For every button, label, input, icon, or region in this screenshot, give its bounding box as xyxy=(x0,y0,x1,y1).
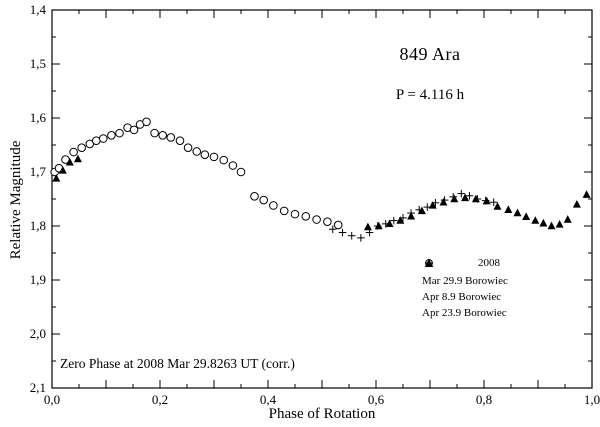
legend-title: 2008 xyxy=(478,257,500,269)
y-tick-label: 2,1 xyxy=(30,380,46,395)
x-tick-label: 0,0 xyxy=(44,392,60,407)
y-tick-label: 1,9 xyxy=(30,272,46,287)
x-axis-label: Phase of Rotation xyxy=(268,406,376,422)
legend-label: Apr 23.9 Borowiec xyxy=(422,307,507,319)
y-axis-label: Relative Magnitude xyxy=(8,140,24,260)
legend-label: Apr 8.9 Borowiec xyxy=(422,291,502,303)
chart-title: 849 Ara xyxy=(399,44,461,64)
legend-label: Mar 29.9 Borowiec xyxy=(422,275,508,287)
y-tick-label: 1,6 xyxy=(30,110,47,125)
x-tick-label: 0,2 xyxy=(152,392,168,407)
x-tick-label: 0,4 xyxy=(260,392,277,407)
y-tick-label: 1,5 xyxy=(30,56,46,71)
axis-ticks xyxy=(52,10,592,388)
x-tick-label: 0,6 xyxy=(368,392,385,407)
y-tick-label: 1,8 xyxy=(30,218,46,233)
legend-item-apr23: Apr 23.9 Borowiec xyxy=(420,258,570,321)
series-filled-triangle xyxy=(52,154,591,231)
y-tick-label: 2,0 xyxy=(30,326,46,341)
series-plus xyxy=(329,189,498,242)
filled-triangle-icon xyxy=(424,258,434,267)
series-open-circle xyxy=(50,117,343,230)
legend: 2008 Mar 29.9 Borowiec Apr 8.9 Borowiec … xyxy=(420,257,570,321)
tick-labels: 0,0 0,2 0,4 0,6 0,8 1,0 1,4 1,5 1,6 1,7 1,8 1,9 2,0 2… xyxy=(30,2,600,407)
y-tick-label: 1,4 xyxy=(30,2,47,17)
legend-item-mar: Mar 29.9 Borowiec xyxy=(420,259,570,289)
chart-period: P = 4.116 h xyxy=(395,87,465,103)
x-tick-label: 0,8 xyxy=(476,392,492,407)
plot-frame xyxy=(51,9,593,389)
x-tick-label: 1,0 xyxy=(584,392,600,407)
y-tick-label: 1,7 xyxy=(30,164,47,179)
legend-item-apr8: Apr 8.9 Borowiec xyxy=(420,259,570,305)
zero-phase-annotation: Zero Phase at 2008 Mar 29.8263 UT (corr.… xyxy=(60,356,295,371)
